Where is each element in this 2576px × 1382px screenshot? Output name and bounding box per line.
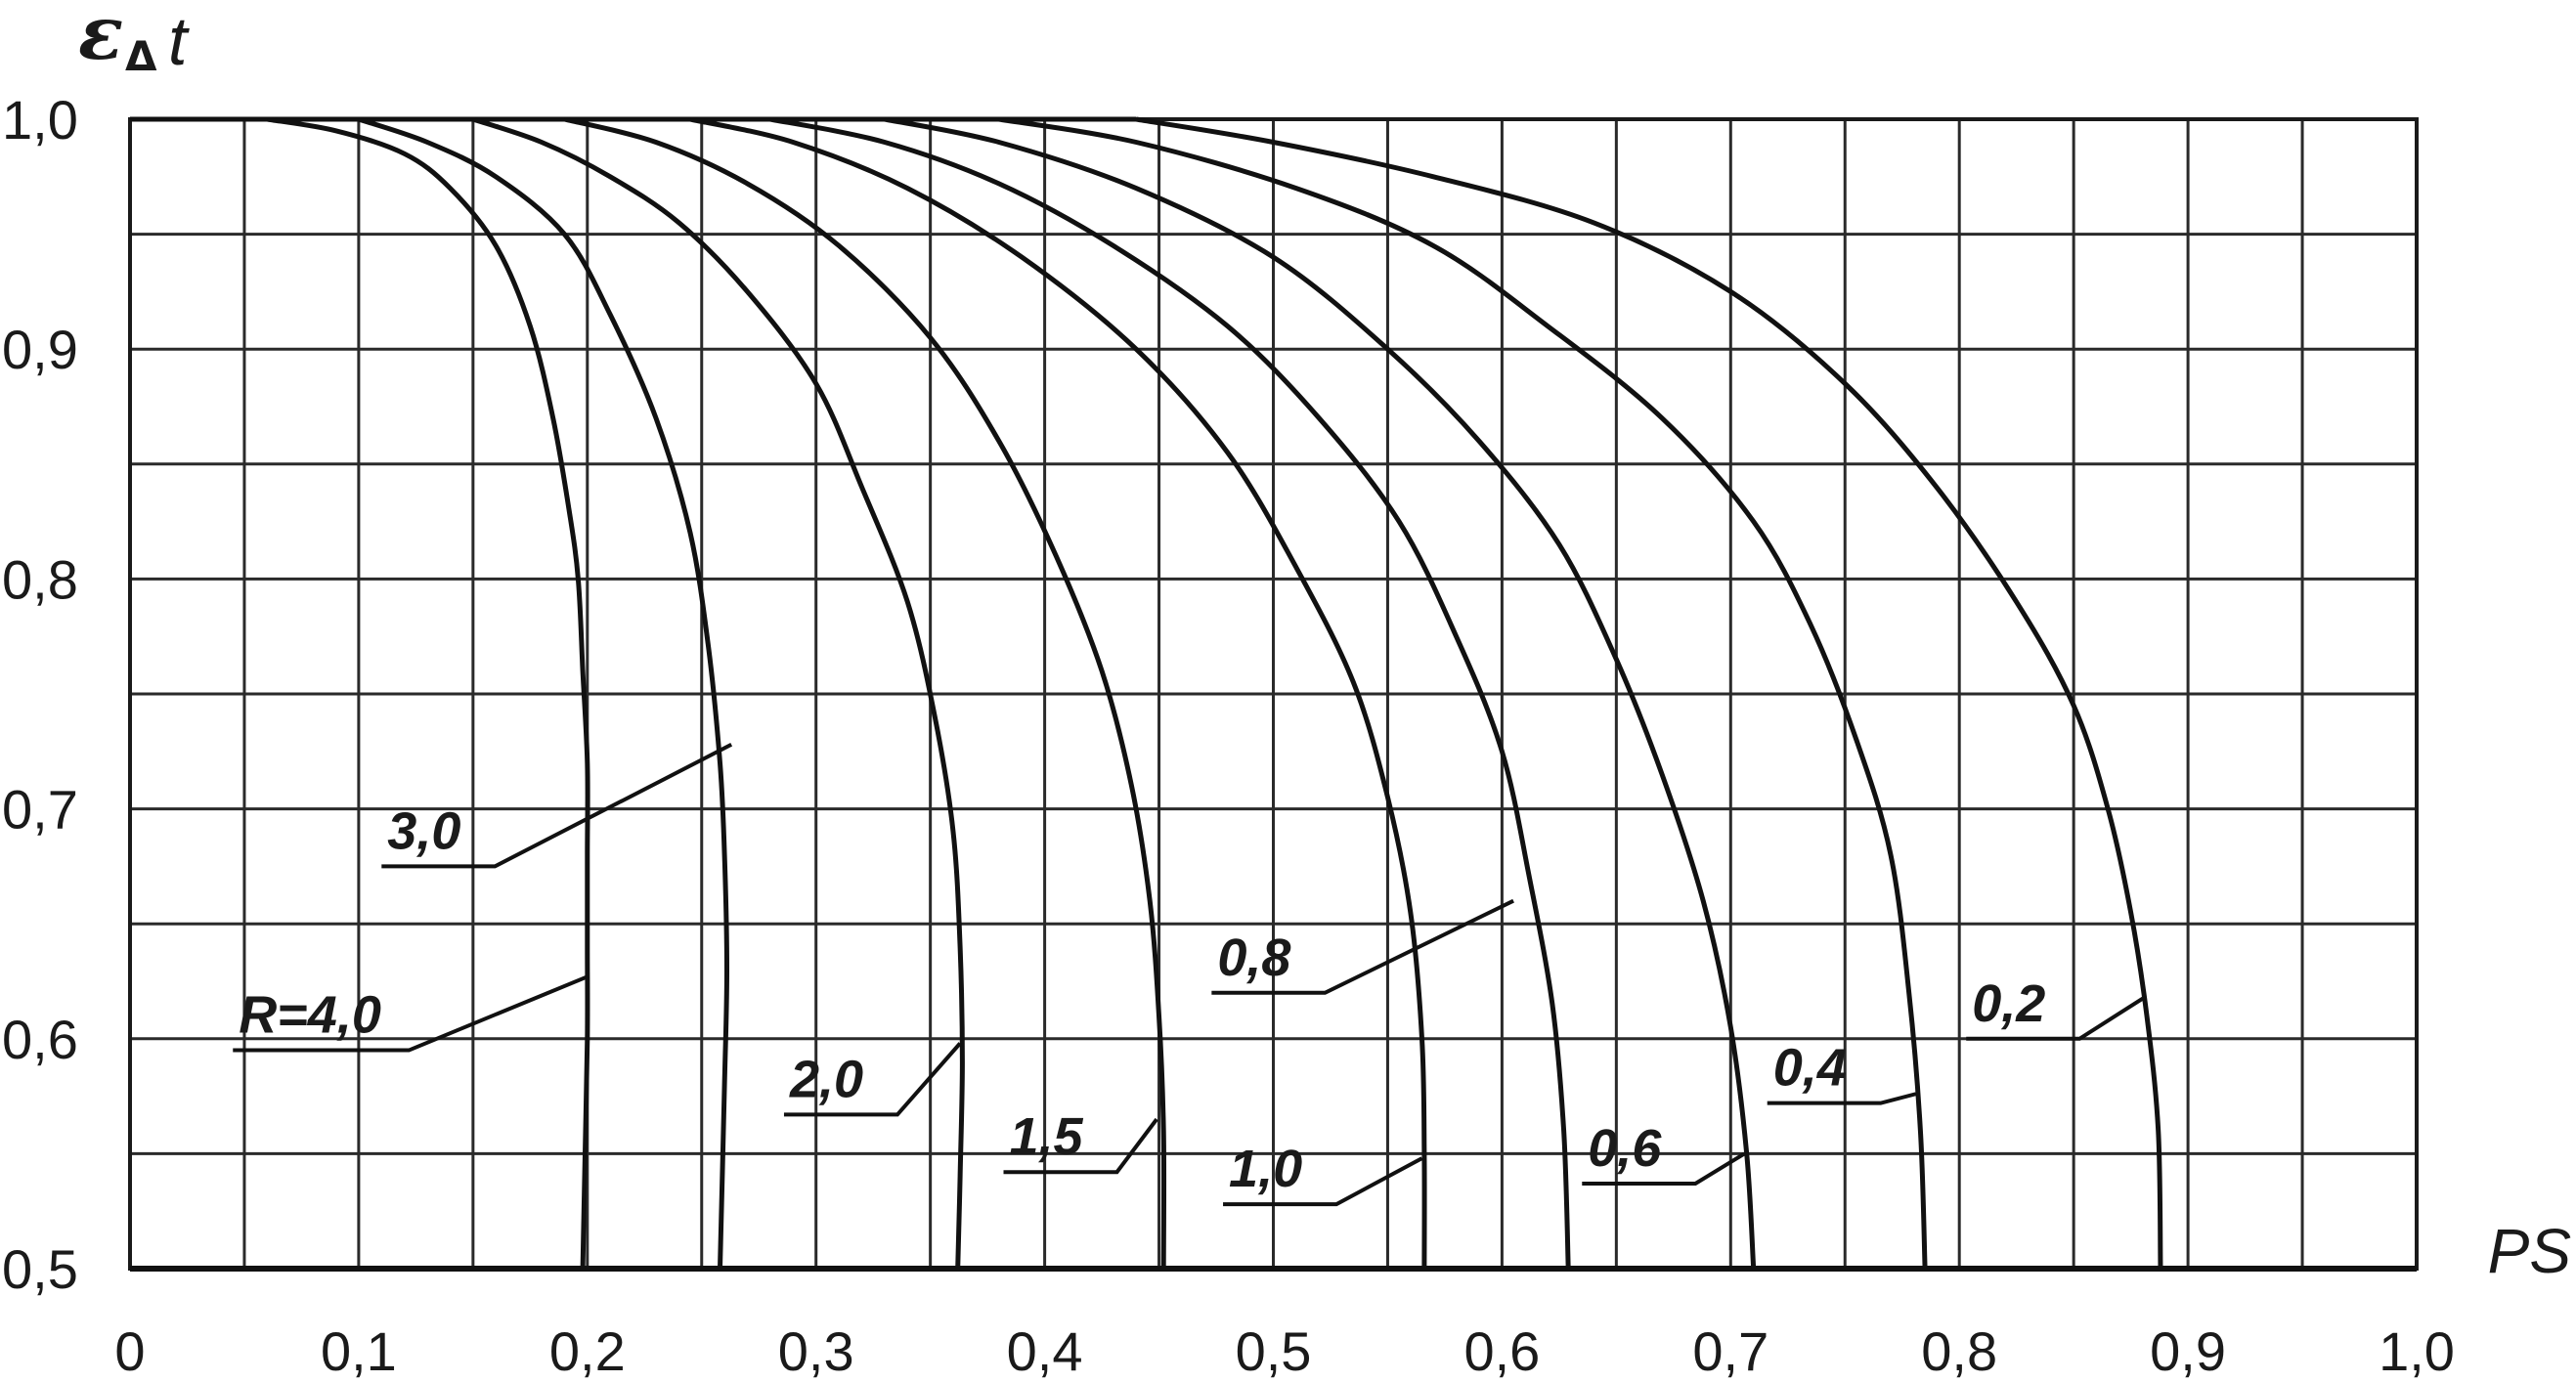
x-tick-label: 0,2: [549, 1320, 626, 1382]
curve-label-0-6: 0,6: [1588, 1119, 1662, 1178]
curve-label-0-4: 0,4: [1773, 1039, 1847, 1098]
series-curve-3-0: [358, 116, 730, 1270]
curve-leader-r-4-0: [233, 974, 589, 1053]
series-curve-0-2: [1135, 116, 2163, 1270]
x-tick-label: 0,6: [1463, 1320, 1540, 1382]
y-axis-suffix: t: [168, 3, 190, 79]
curve-leader-0-6: [1582, 1151, 1746, 1186]
series-curve-1-5: [563, 116, 1167, 1270]
curve-label-1-0: 1,0: [1229, 1140, 1302, 1198]
curve-label-2-0: 2,0: [789, 1050, 863, 1108]
y-axis-symbol: ε: [78, 0, 123, 76]
y-tick-label: 0,6: [2, 1009, 78, 1070]
x-tick-label: 0,8: [1921, 1320, 1997, 1382]
x-tick-label: 0: [114, 1320, 145, 1382]
series-curve-r-4-0: [266, 116, 590, 1270]
curve-label-1-5: 1,5: [1009, 1107, 1083, 1166]
x-tick-label: 0,7: [1692, 1320, 1768, 1382]
curve-labels: R=4,0 3,0 2,0 1,5 1,0 0,8 0,6 0,4 0,2: [233, 742, 2146, 1207]
x-tick-label: 0,1: [321, 1320, 397, 1382]
x-tick-label: 0,5: [1236, 1320, 1312, 1382]
curve-label-0-2: 0,2: [1972, 974, 2045, 1033]
curve-leader-1-0: [1223, 1156, 1423, 1207]
series-curve-2-0: [472, 116, 965, 1270]
series-curve-0-8: [769, 116, 1571, 1270]
grid: [128, 117, 2419, 1272]
x-tick-label: 0,4: [1007, 1320, 1083, 1382]
curve-label-3-0: 3,0: [387, 801, 460, 860]
series-curve-0-6: [884, 116, 1757, 1270]
curve-label-r-4-0: R=4,0: [239, 986, 381, 1045]
y-axis-subscript: Δ: [125, 32, 157, 80]
y-tick-label: 0,8: [2, 548, 78, 610]
curve-leader-0-2: [1966, 995, 2146, 1041]
series-curve-1-0: [689, 116, 1427, 1270]
y-tick-label: 0,5: [2, 1238, 78, 1300]
curve-label-0-8: 0,8: [1217, 929, 1290, 987]
x-tick-label: 0,9: [2150, 1320, 2226, 1382]
curves: [130, 116, 2163, 1270]
x-tick-label: 0,3: [778, 1320, 854, 1382]
series-curve-0-4: [998, 116, 1928, 1270]
y-tick-label: 0,9: [2, 319, 78, 380]
curve-leader-1-5: [1003, 1117, 1158, 1175]
y-tick-label: 0,7: [2, 779, 78, 841]
axis-titles: ε Δ t PS: [78, 0, 2571, 1286]
curve-leader-3-0: [381, 742, 733, 869]
x-tick-label: 1,0: [2379, 1320, 2455, 1382]
x-axis-title: PS: [2488, 1216, 2571, 1286]
tick-labels: 0 0,1 0,2 0,3 0,4 0,5 0,6 0,7 0,8 0,9 1,0 0,5 0,6 0,7…: [2, 89, 2455, 1382]
curve-leader-0-4: [1767, 1092, 1917, 1105]
curve-leader-2-0: [783, 1042, 962, 1117]
y-tick-label: 1,0: [2, 89, 78, 151]
curve-leader-0-8: [1211, 898, 1514, 995]
